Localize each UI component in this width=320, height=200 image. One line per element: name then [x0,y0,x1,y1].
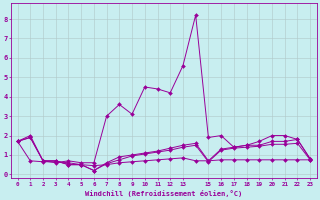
X-axis label: Windchill (Refroidissement éolien,°C): Windchill (Refroidissement éolien,°C) [85,190,243,197]
